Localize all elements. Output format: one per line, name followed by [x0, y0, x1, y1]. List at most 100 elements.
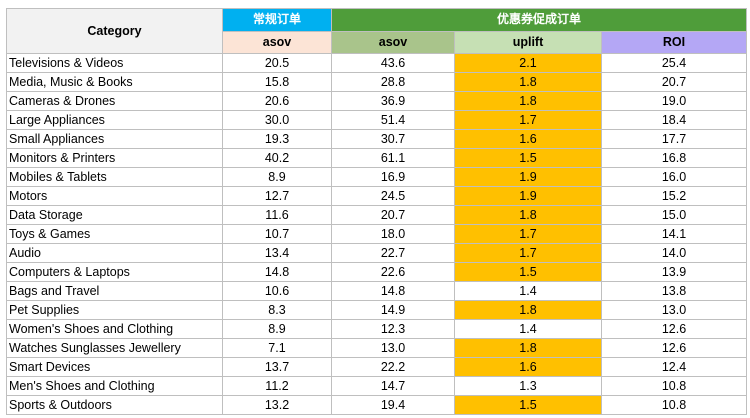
coupon-orders-group-header: 优惠券促成订单: [330, 8, 748, 32]
coupon-asov-cell: 14.9: [331, 300, 455, 320]
uplift-cell: 1.8: [454, 300, 602, 320]
regular-asov-cell: 15.8: [222, 72, 332, 92]
coupon-asov-cell: 28.8: [331, 72, 455, 92]
table-row: Toys & Games 10.7 18.0 1.7 14.1: [6, 224, 748, 244]
uplift-cell: 2.1: [454, 53, 602, 73]
regular-asov-cell: 13.7: [222, 357, 332, 377]
coupon-asov-cell: 14.8: [331, 281, 455, 301]
category-roi-table: Category 常规订单 优惠券促成订单 asov asov uplift R…: [6, 8, 748, 415]
uplift-cell: 1.7: [454, 110, 602, 130]
table-row: Media, Music & Books 15.8 28.8 1.8 20.7: [6, 72, 748, 92]
coupon-asov-header: asov: [331, 30, 455, 54]
category-cell: Toys & Games: [6, 224, 223, 244]
roi-cell: 15.2: [600, 186, 748, 206]
table-row: Watches Sunglasses Jewellery 7.1 13.0 1.8 12…: [6, 338, 748, 358]
uplift-cell: 1.5: [454, 395, 602, 415]
uplift-cell: 1.9: [454, 167, 602, 187]
uplift-cell: 1.7: [454, 224, 602, 244]
uplift-cell: 1.8: [454, 338, 602, 358]
roi-cell: 13.8: [600, 281, 748, 301]
uplift-cell: 1.3: [454, 376, 602, 396]
category-cell: Data Storage: [6, 205, 223, 225]
table-row: Pet Supplies 8.3 14.9 1.8 13.0: [6, 300, 748, 320]
coupon-asov-cell: 61.1: [331, 148, 455, 168]
coupon-asov-cell: 43.6: [331, 53, 455, 73]
category-cell: Mobiles & Tablets: [6, 167, 223, 187]
table-row: Smart Devices 13.7 22.2 1.6 12.4: [6, 357, 748, 377]
coupon-asov-cell: 14.7: [331, 376, 455, 396]
category-cell: Large Appliances: [6, 110, 223, 130]
uplift-cell: 1.5: [454, 148, 602, 168]
coupon-asov-cell: 12.3: [331, 319, 455, 339]
roi-cell: 10.8: [600, 395, 748, 415]
regular-asov-cell: 20.5: [222, 53, 332, 73]
coupon-asov-cell: 20.7: [331, 205, 455, 225]
regular-asov-cell: 10.6: [222, 281, 332, 301]
uplift-cell: 1.8: [454, 205, 602, 225]
category-cell: Computers & Laptops: [6, 262, 223, 282]
table-row: Data Storage 11.6 20.7 1.8 15.0: [6, 205, 748, 225]
table-body: Televisions & Videos 20.5 43.6 2.1 25.4 Media…: [6, 53, 748, 415]
table-row: Sports & Outdoors 13.2 19.4 1.5 10.8: [6, 395, 748, 415]
coupon-asov-cell: 19.4: [331, 395, 455, 415]
roi-cell: 19.0: [600, 91, 748, 111]
regular-asov-cell: 11.6: [222, 205, 332, 225]
regular-asov-cell: 30.0: [222, 110, 332, 130]
category-cell: Media, Music & Books: [6, 72, 223, 92]
table-row: Audio 13.4 22.7 1.7 14.0: [6, 243, 748, 263]
coupon-asov-cell: 13.0: [331, 338, 455, 358]
table-row: Televisions & Videos 20.5 43.6 2.1 25.4: [6, 53, 748, 73]
regular-asov-cell: 10.7: [222, 224, 332, 244]
category-cell: Motors: [6, 186, 223, 206]
uplift-cell: 1.8: [454, 91, 602, 111]
table-row: Women's Shoes and Clothing 8.9 12.3 1.4 12.6: [6, 319, 748, 339]
table-row: Small Appliances 19.3 30.7 1.6 17.7: [6, 129, 748, 149]
roi-cell: 10.8: [600, 376, 748, 396]
uplift-cell: 1.4: [454, 319, 602, 339]
table-row: Large Appliances 30.0 51.4 1.7 18.4: [6, 110, 748, 130]
regular-asov-cell: 8.3: [222, 300, 332, 320]
regular-orders-group-header: 常规订单: [222, 8, 332, 32]
table-row: Bags and Travel 10.6 14.8 1.4 13.8: [6, 281, 748, 301]
roi-cell: 14.1: [600, 224, 748, 244]
regular-asov-cell: 7.1: [222, 338, 332, 358]
roi-cell: 14.0: [600, 243, 748, 263]
uplift-cell: 1.4: [454, 281, 602, 301]
category-header: Category: [6, 8, 223, 54]
uplift-cell: 1.8: [454, 72, 602, 92]
regular-asov-cell: 20.6: [222, 91, 332, 111]
roi-header: ROI: [600, 30, 748, 54]
roi-cell: 12.6: [600, 319, 748, 339]
uplift-cell: 1.6: [454, 357, 602, 377]
coupon-asov-cell: 18.0: [331, 224, 455, 244]
regular-asov-cell: 8.9: [222, 319, 332, 339]
regular-asov-cell: 12.7: [222, 186, 332, 206]
roi-cell: 15.0: [600, 205, 748, 225]
category-cell: Bags and Travel: [6, 281, 223, 301]
roi-cell: 20.7: [600, 72, 748, 92]
category-cell: Cameras & Drones: [6, 91, 223, 111]
coupon-asov-cell: 24.5: [331, 186, 455, 206]
coupon-asov-cell: 22.6: [331, 262, 455, 282]
regular-asov-cell: 40.2: [222, 148, 332, 168]
roi-cell: 13.0: [600, 300, 748, 320]
roi-cell: 16.0: [600, 167, 748, 187]
roi-cell: 25.4: [600, 53, 748, 73]
category-cell: Watches Sunglasses Jewellery: [6, 338, 223, 358]
table-row: Mobiles & Tablets 8.9 16.9 1.9 16.0: [6, 167, 748, 187]
regular-asov-cell: 19.3: [222, 129, 332, 149]
header-row-metrics: asov asov uplift ROI: [7, 30, 748, 54]
table-row: Cameras & Drones 20.6 36.9 1.8 19.0: [6, 91, 748, 111]
roi-cell: 12.6: [600, 338, 748, 358]
category-cell: Sports & Outdoors: [6, 395, 223, 415]
coupon-asov-cell: 51.4: [331, 110, 455, 130]
coupon-asov-cell: 22.2: [331, 357, 455, 377]
regular-asov-cell: 13.2: [222, 395, 332, 415]
table-row: Motors 12.7 24.5 1.9 15.2: [6, 186, 748, 206]
coupon-asov-cell: 16.9: [331, 167, 455, 187]
category-cell: Smart Devices: [6, 357, 223, 377]
roi-cell: 13.9: [600, 262, 748, 282]
table-row: Monitors & Printers 40.2 61.1 1.5 16.8: [6, 148, 748, 168]
category-cell: Audio: [6, 243, 223, 263]
uplift-cell: 1.9: [454, 186, 602, 206]
